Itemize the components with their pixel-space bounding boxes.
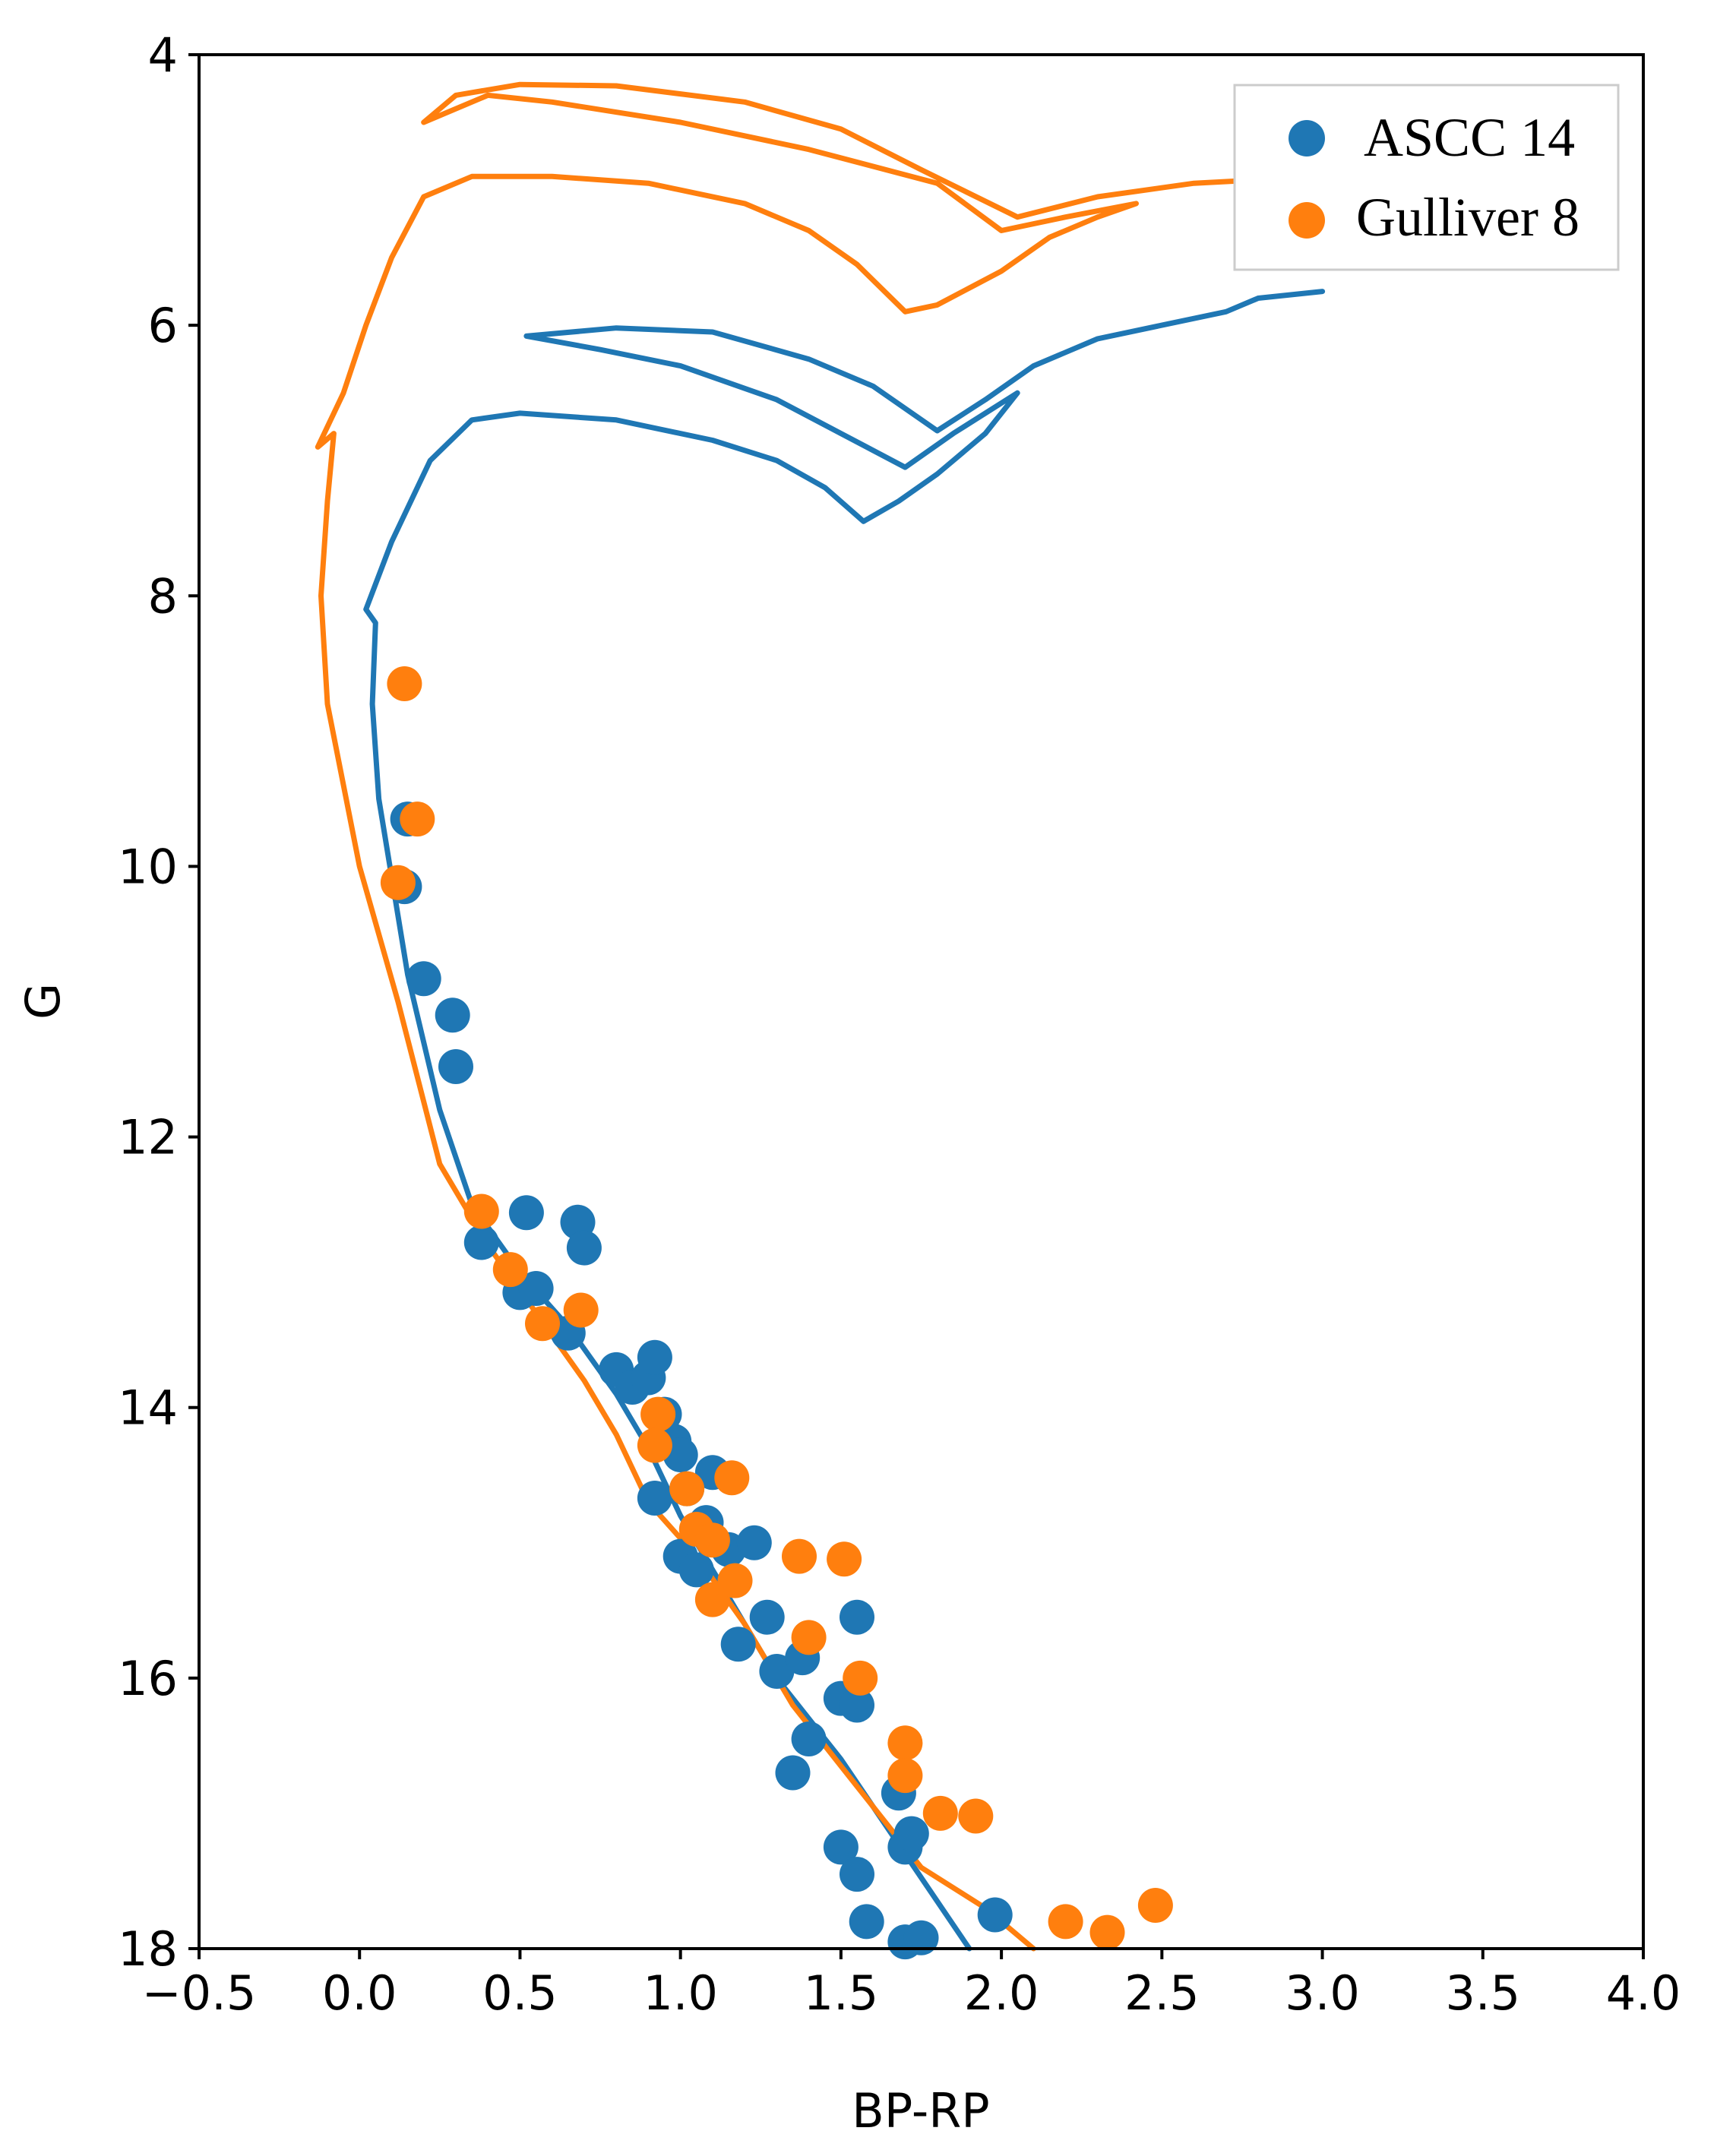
data-points	[380, 666, 1173, 1960]
point-ascc14-22	[678, 1552, 714, 1588]
point-gulliver8-17	[827, 1541, 862, 1577]
point-gulliver8-25	[1137, 1888, 1173, 1923]
x-tick-label: 2.5	[1124, 1965, 1200, 2021]
y-tick-label: 14	[118, 1380, 178, 1436]
point-ascc14-38	[849, 1904, 884, 1940]
y-tick-label: 10	[118, 839, 178, 894]
x-axis-label: BP-RP	[852, 2083, 989, 2139]
point-ascc14-20	[637, 1481, 672, 1516]
legend: ASCC 14 Gulliver 8	[1233, 84, 1620, 271]
legend-label-gulliver8: Gulliver 8	[1356, 187, 1579, 248]
x-tick-label: 2.0	[964, 1965, 1039, 2021]
point-gulliver8-12	[714, 1460, 750, 1496]
y-axis: 4 6 8 10 12 14 16 18	[118, 27, 199, 1977]
point-ascc14-27	[720, 1627, 756, 1662]
x-tick-label: 0.0	[322, 1965, 397, 2021]
point-ascc14-35	[840, 1599, 874, 1635]
point-gulliver8-14	[717, 1563, 753, 1598]
point-gulliver8-19	[887, 1725, 923, 1761]
point-ascc14-44	[977, 1897, 1013, 1933]
point-gulliver8-21	[922, 1795, 958, 1831]
x-tick-label: 3.0	[1285, 1965, 1360, 2021]
y-tick-label: 16	[118, 1651, 178, 1706]
point-gulliver8-11	[694, 1522, 730, 1558]
legend-box	[1233, 84, 1620, 271]
point-gulliver8-9	[669, 1471, 705, 1506]
point-ascc14-41	[893, 1816, 929, 1851]
point-gulliver8-8	[637, 1427, 672, 1463]
point-gulliver8-16	[791, 1620, 827, 1655]
point-ascc14-36	[823, 1829, 859, 1865]
x-tick-label: 4.0	[1606, 1965, 1681, 2021]
legend-label-ascc14: ASCC 14	[1364, 107, 1575, 168]
point-gulliver8-24	[1089, 1914, 1125, 1950]
y-tick-label: 4	[148, 27, 178, 83]
point-ascc14-26	[736, 1525, 772, 1560]
point-gulliver8-2	[380, 865, 416, 900]
y-tick-label: 6	[148, 298, 178, 353]
point-ascc14-6	[508, 1195, 544, 1231]
point-ascc14-3	[435, 997, 470, 1033]
point-gulliver8-0	[387, 666, 422, 701]
point-gulliver8-3	[463, 1193, 499, 1229]
point-gulliver8-18	[843, 1660, 878, 1696]
y-axis-label: G	[15, 983, 71, 1020]
x-tick-label: 1.0	[643, 1965, 718, 2021]
point-gulliver8-5	[525, 1306, 560, 1342]
point-ascc14-5	[463, 1225, 499, 1260]
point-ascc14-11	[566, 1230, 602, 1266]
point-gulliver8-4	[492, 1252, 528, 1288]
point-ascc14-34	[840, 1687, 874, 1723]
point-ascc14-15	[637, 1339, 672, 1375]
y-tick-label: 8	[148, 568, 178, 624]
y-tick-label: 12	[118, 1110, 178, 1165]
point-ascc14-8	[518, 1271, 554, 1306]
point-ascc14-28	[749, 1599, 785, 1635]
point-ascc14-2	[406, 961, 441, 997]
legend-marker-ascc14	[1289, 120, 1325, 156]
x-tick-label: 3.5	[1445, 1965, 1520, 2021]
point-ascc14-4	[438, 1049, 473, 1084]
isochrone-lines	[315, 81, 1518, 1952]
point-gulliver8-6	[563, 1292, 599, 1328]
isochrone-line-3	[315, 81, 1518, 1952]
x-axis: −0.5 0.0 0.5 1.0 1.5 2.0 2.5 3.0 3.5 4.0	[142, 1949, 1681, 2021]
point-ascc14-29	[759, 1654, 795, 1689]
point-gulliver8-22	[958, 1798, 994, 1834]
legend-marker-gulliver8	[1289, 202, 1325, 239]
plot-frame	[198, 53, 1645, 1950]
point-gulliver8-1	[400, 801, 435, 837]
point-ascc14-31	[791, 1721, 827, 1756]
point-gulliver8-23	[1048, 1904, 1083, 1940]
point-gulliver8-20	[887, 1758, 923, 1794]
x-tick-label: 1.5	[804, 1965, 879, 2021]
y-tick-label: 18	[118, 1921, 178, 1977]
point-gulliver8-15	[782, 1538, 817, 1574]
point-ascc14-37	[840, 1857, 874, 1892]
point-ascc14-43	[903, 1920, 939, 1955]
point-gulliver8-7	[640, 1396, 676, 1432]
x-tick-label: 0.5	[482, 1965, 558, 2021]
point-ascc14-32	[775, 1755, 811, 1791]
x-tick-label: −0.5	[142, 1965, 257, 2021]
